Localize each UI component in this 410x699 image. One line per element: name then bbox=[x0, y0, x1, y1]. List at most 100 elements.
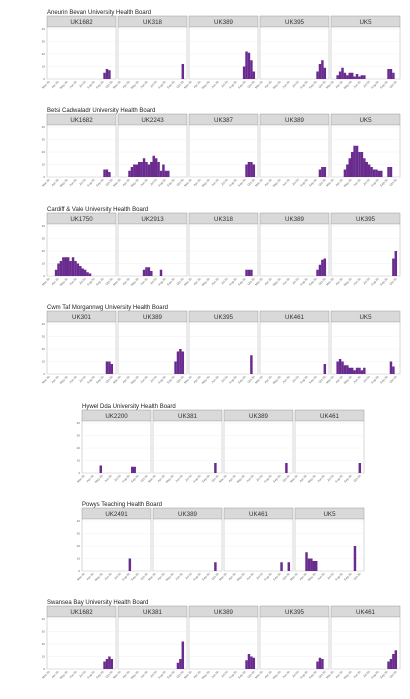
x-tick-label: Oct-20 bbox=[247, 80, 256, 89]
x-tick-label: Jun-20 bbox=[139, 178, 149, 188]
bar bbox=[353, 546, 357, 571]
bar bbox=[86, 272, 89, 276]
bar bbox=[128, 558, 132, 571]
y-tick-label: 10 bbox=[77, 557, 81, 561]
x-tick-label: Oct-20 bbox=[211, 474, 220, 483]
x-tick-label: May-20 bbox=[130, 670, 140, 680]
x-tick-label: Jul-20 bbox=[149, 277, 158, 286]
bar bbox=[321, 259, 324, 276]
x-tick-label: Sep-20 bbox=[379, 80, 389, 90]
x-tick-label: Mar-20 bbox=[254, 277, 264, 287]
bar bbox=[250, 269, 253, 276]
bar bbox=[321, 167, 324, 177]
x-tick-label: Sep-20 bbox=[379, 178, 389, 188]
bar bbox=[79, 266, 82, 276]
x-tick-label: Aug-20 bbox=[121, 474, 131, 484]
x-tick-label: Jul-20 bbox=[149, 375, 158, 384]
bar bbox=[318, 169, 322, 177]
bar bbox=[150, 162, 153, 177]
bar bbox=[353, 370, 356, 374]
x-tick-label: Apr-20 bbox=[228, 474, 237, 483]
facet-label: UK389 bbox=[178, 511, 197, 518]
x-tick-label: Jul-20 bbox=[78, 375, 87, 384]
y-tick-label: 30 bbox=[42, 138, 46, 142]
x-tick-label: Jun-20 bbox=[139, 277, 149, 287]
x-tick-label: Aug-20 bbox=[299, 80, 309, 90]
x-tick-label: Apr-20 bbox=[122, 670, 131, 679]
x-tick-label: Jun-20 bbox=[210, 670, 220, 680]
x-tick-label: Apr-20 bbox=[335, 277, 344, 286]
facet-panel bbox=[259, 616, 330, 670]
board-title: Aneurin Bevan University Health Board bbox=[47, 10, 151, 16]
y-tick-label: 0 bbox=[43, 274, 45, 278]
x-tick-label: Aug-20 bbox=[334, 474, 344, 484]
x-tick-label: Aug-20 bbox=[157, 178, 167, 188]
x-tick-label: Oct-20 bbox=[105, 80, 114, 89]
x-tick-label: May-20 bbox=[343, 80, 353, 90]
x-tick-label: Aug-20 bbox=[86, 80, 96, 90]
bar bbox=[150, 271, 153, 276]
y-tick-label: 40 bbox=[42, 224, 46, 228]
bar bbox=[341, 361, 344, 374]
bar bbox=[360, 75, 364, 79]
bar bbox=[321, 60, 324, 79]
x-tick-label: Sep-20 bbox=[237, 277, 247, 287]
x-tick-label: Oct-20 bbox=[389, 670, 398, 679]
y-tick-label: 40 bbox=[42, 125, 46, 129]
x-tick-label: Jul-20 bbox=[362, 277, 371, 286]
bar bbox=[81, 268, 84, 276]
bar bbox=[145, 162, 148, 177]
bar bbox=[247, 269, 251, 276]
x-tick-label: Mar-20 bbox=[218, 572, 228, 582]
x-tick-label: Apr-20 bbox=[157, 474, 166, 483]
x-tick-label: Jun-20 bbox=[139, 80, 149, 90]
bar bbox=[370, 167, 373, 177]
x-tick-label: Sep-20 bbox=[166, 80, 176, 90]
x-tick-label: Mar-20 bbox=[41, 80, 51, 90]
bar bbox=[285, 463, 288, 473]
x-tick-label: Sep-20 bbox=[237, 375, 247, 385]
y-tick-label: 30 bbox=[77, 434, 81, 438]
x-tick-label: Apr-20 bbox=[228, 572, 237, 581]
bar bbox=[105, 169, 109, 177]
x-tick-label: May-20 bbox=[59, 80, 69, 90]
bar bbox=[162, 164, 165, 177]
bar bbox=[318, 64, 322, 79]
facet-panel bbox=[81, 420, 152, 474]
facet-label: UK301 bbox=[72, 314, 91, 321]
x-tick-label: Apr-20 bbox=[193, 670, 202, 679]
bar bbox=[389, 659, 393, 669]
facet-panel bbox=[81, 518, 152, 572]
bar bbox=[353, 145, 356, 177]
x-tick-label: Jul-20 bbox=[255, 474, 264, 483]
x-tick-label: Oct-20 bbox=[105, 277, 114, 286]
x-tick-label: Jun-20 bbox=[316, 572, 326, 582]
x-tick-label: Jun-20 bbox=[68, 670, 78, 680]
x-tick-label: Mar-20 bbox=[254, 178, 264, 188]
x-tick-label: Oct-20 bbox=[318, 277, 327, 286]
x-tick-label: Apr-20 bbox=[193, 80, 202, 89]
x-tick-label: Sep-20 bbox=[343, 572, 353, 582]
bar bbox=[140, 162, 143, 177]
x-tick-label: Apr-20 bbox=[51, 375, 60, 384]
x-tick-label: May-20 bbox=[272, 277, 282, 287]
facet-label: UK461 bbox=[320, 413, 339, 420]
x-tick-label: May-20 bbox=[59, 178, 69, 188]
facet-panel bbox=[259, 321, 330, 375]
x-tick-label: Apr-20 bbox=[51, 670, 60, 679]
bar bbox=[318, 264, 322, 276]
bar bbox=[74, 261, 77, 276]
facet-panel bbox=[117, 26, 188, 80]
x-tick-label: Sep-20 bbox=[379, 277, 389, 287]
x-tick-label: Sep-20 bbox=[379, 670, 389, 680]
x-tick-label: Oct-20 bbox=[353, 474, 362, 483]
x-tick-label: May-20 bbox=[130, 80, 140, 90]
board-title: Swansea Bay University Health Board bbox=[47, 600, 148, 606]
bar bbox=[71, 257, 75, 276]
facet-panel bbox=[152, 518, 223, 572]
x-tick-label: Apr-20 bbox=[193, 277, 202, 286]
x-tick-label: Jul-20 bbox=[362, 375, 371, 384]
bar bbox=[242, 66, 246, 79]
x-tick-label: Mar-20 bbox=[254, 375, 264, 385]
x-tick-label: Mar-20 bbox=[147, 572, 157, 582]
